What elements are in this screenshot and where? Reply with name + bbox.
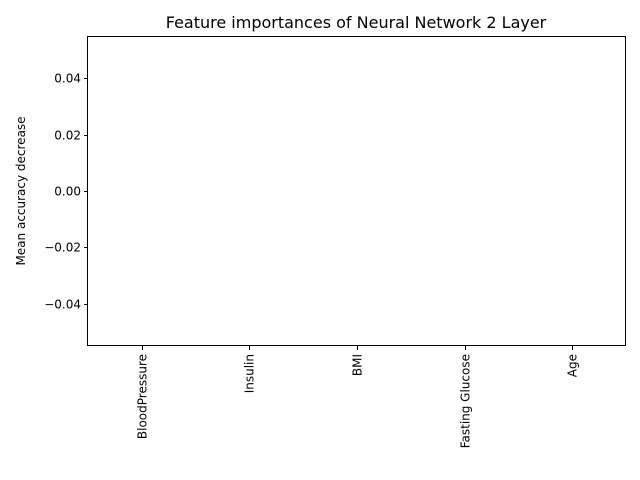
y-tick-label: 0.02	[54, 129, 81, 143]
x-tick-label: Fasting Glucose	[459, 354, 473, 448]
x-tick-label: Insulin	[243, 354, 257, 393]
plot-frame	[87, 36, 626, 346]
x-axis: BloodPressure Insulin BMI Fasting Glucose Ag…	[136, 346, 580, 448]
y-axis: −0.04 −0.02 0.00 0.02 0.04	[44, 72, 88, 312]
y-tick-label: −0.04	[44, 298, 81, 312]
x-tick-label: BloodPressure	[136, 354, 150, 439]
y-tick-label: 0.04	[54, 72, 81, 86]
y-tick-label: −0.02	[44, 241, 81, 255]
y-tick-label: 0.00	[54, 185, 81, 199]
x-tick-label: Age	[566, 354, 580, 377]
y-axis-label: Mean accuracy decrease	[14, 116, 28, 265]
x-tick-label: BMI	[351, 354, 365, 376]
chart-title: Feature importances of Neural Network 2 …	[166, 13, 547, 32]
